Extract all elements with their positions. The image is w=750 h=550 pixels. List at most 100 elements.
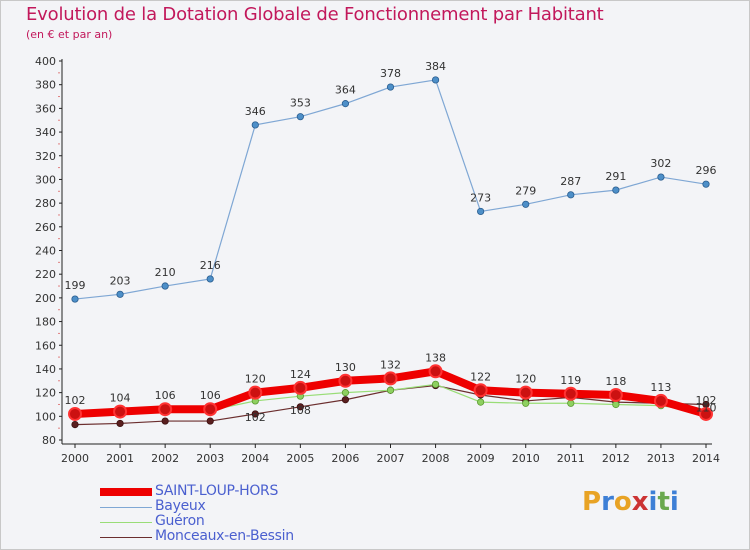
legend-label: Guéron: [155, 513, 205, 529]
y-minor-tick: [58, 190, 60, 192]
data-point-gu-ron: [567, 399, 575, 407]
data-label-saint-loup-hors: 119: [560, 374, 581, 387]
legend-swatch: [100, 537, 152, 538]
x-tick-label: 2006: [331, 452, 359, 465]
data-label-saint-loup-hors: 130: [335, 361, 356, 374]
data-label-saint-loup-hors: 102: [65, 394, 86, 407]
logo-letter: i: [648, 487, 658, 517]
y-minor-tick: [58, 403, 60, 405]
data-point-saint-loup-hors: [293, 380, 308, 395]
y-minor-tick: [58, 214, 60, 216]
data-label-bayeux: 203: [110, 274, 131, 287]
data-point-bayeux: [477, 207, 485, 216]
logo-letter: i: [669, 487, 679, 517]
data-label-saint-loup-hors: 124: [290, 368, 311, 381]
proxiti-logo: Proxiti: [582, 487, 679, 517]
x-tick-label: 2001: [106, 452, 134, 465]
data-point-saint-loup-hors: [203, 402, 218, 417]
data-label-saint-loup-hors: 120: [515, 373, 536, 386]
x-tick-label: 2012: [602, 452, 630, 465]
data-label-bayeux: 353: [290, 97, 311, 110]
data-label-saint-loup-hors: 132: [380, 358, 401, 371]
y-tick-label: 260: [35, 221, 56, 234]
logo-letter: P: [582, 487, 602, 517]
y-tick-label: 100: [35, 410, 56, 423]
data-label-monceaux-en-bessin: 102: [245, 411, 266, 424]
data-point-saint-loup-hors: [113, 404, 128, 419]
y-tick-label: 140: [35, 363, 56, 376]
data-point-saint-loup-hors: [563, 386, 578, 401]
data-point-saint-loup-hors: [158, 402, 173, 417]
logo-letter: r: [601, 487, 614, 517]
x-tick-label: 2011: [557, 452, 585, 465]
data-point-saint-loup-hors: [608, 387, 623, 402]
data-point-gu-ron: [612, 400, 620, 409]
y-minor-tick: [58, 427, 60, 429]
data-point-bayeux: [71, 295, 79, 303]
data-point-bayeux: [522, 200, 530, 208]
y-tick-label: 180: [35, 316, 56, 329]
y-tick-label: 80: [42, 434, 56, 447]
legend-swatch: [100, 507, 152, 508]
y-minor-tick: [58, 167, 60, 169]
y-tick-label: 380: [35, 79, 56, 92]
x-tick-label: 2000: [61, 452, 89, 465]
x-tick-label: 2008: [422, 452, 450, 465]
x-tick-label: 2005: [286, 452, 314, 465]
logo-letter: x: [631, 487, 649, 517]
x-tick-label: 2010: [512, 452, 540, 465]
legend-label: SAINT-LOUP-HORS: [155, 483, 279, 499]
data-point-bayeux: [567, 191, 575, 199]
data-point-bayeux: [206, 275, 214, 283]
chart-subtitle: (en € et par an): [26, 28, 113, 41]
legend-swatch: [100, 522, 152, 523]
y-tick-label: 120: [35, 387, 56, 400]
data-point-bayeux: [161, 282, 169, 290]
data-point-bayeux: [702, 180, 710, 188]
legend-swatch: [100, 488, 152, 496]
data-label-bayeux: 378: [380, 67, 401, 80]
y-tick-label: 160: [35, 339, 56, 352]
data-point-gu-ron: [522, 399, 530, 407]
y-minor-tick: [58, 380, 60, 382]
y-tick-label: 400: [35, 55, 56, 68]
y-minor-tick: [58, 143, 60, 145]
data-point-monceaux-en-bessin: [206, 417, 214, 425]
data-label-saint-loup-hors: 118: [605, 375, 626, 388]
x-tick-label: 2007: [377, 452, 405, 465]
data-point-gu-ron: [341, 389, 350, 397]
data-label-saint-loup-hors: 122: [470, 370, 491, 383]
y-minor-tick: [58, 285, 60, 287]
logo-letter: t: [657, 487, 670, 517]
x-tick-label: 2014: [692, 452, 720, 465]
data-label-saint-loup-hors: 106: [155, 389, 176, 402]
y-minor-tick: [58, 356, 60, 358]
y-tick-label: 200: [35, 292, 56, 305]
data-label-bayeux: 346: [245, 105, 266, 118]
data-point-monceaux-en-bessin: [251, 410, 259, 418]
data-label-bayeux: 302: [650, 157, 671, 170]
data-point-bayeux: [296, 113, 304, 121]
legend-label: Bayeux: [155, 498, 206, 514]
chart-title: Evolution de la Dotation Globale de Fonc…: [26, 4, 604, 25]
y-minor-tick: [58, 309, 60, 311]
data-point-saint-loup-hors: [248, 385, 263, 400]
data-label-saint-loup-hors: 138: [425, 351, 446, 364]
y-tick-label: 360: [35, 102, 56, 115]
data-point-monceaux-en-bessin: [296, 403, 304, 411]
data-point-monceaux-en-bessin: [116, 419, 124, 428]
legend-label: Monceaux-en-Bessin: [155, 528, 294, 544]
data-label-bayeux: 273: [470, 191, 491, 204]
data-label-bayeux: 384: [425, 60, 446, 73]
y-tick-label: 300: [35, 173, 56, 186]
data-label-bayeux: 364: [335, 84, 356, 97]
data-point-bayeux: [657, 173, 665, 181]
data-point-gu-ron: [431, 380, 440, 388]
data-label-monceaux-en-bessin: 108: [290, 404, 311, 417]
data-label-bayeux: 291: [605, 170, 626, 183]
x-tick-label: 2002: [151, 452, 179, 465]
data-label-saint-loup-hors: 106: [200, 389, 221, 402]
y-tick-label: 280: [35, 197, 56, 210]
y-minor-tick: [58, 72, 60, 74]
